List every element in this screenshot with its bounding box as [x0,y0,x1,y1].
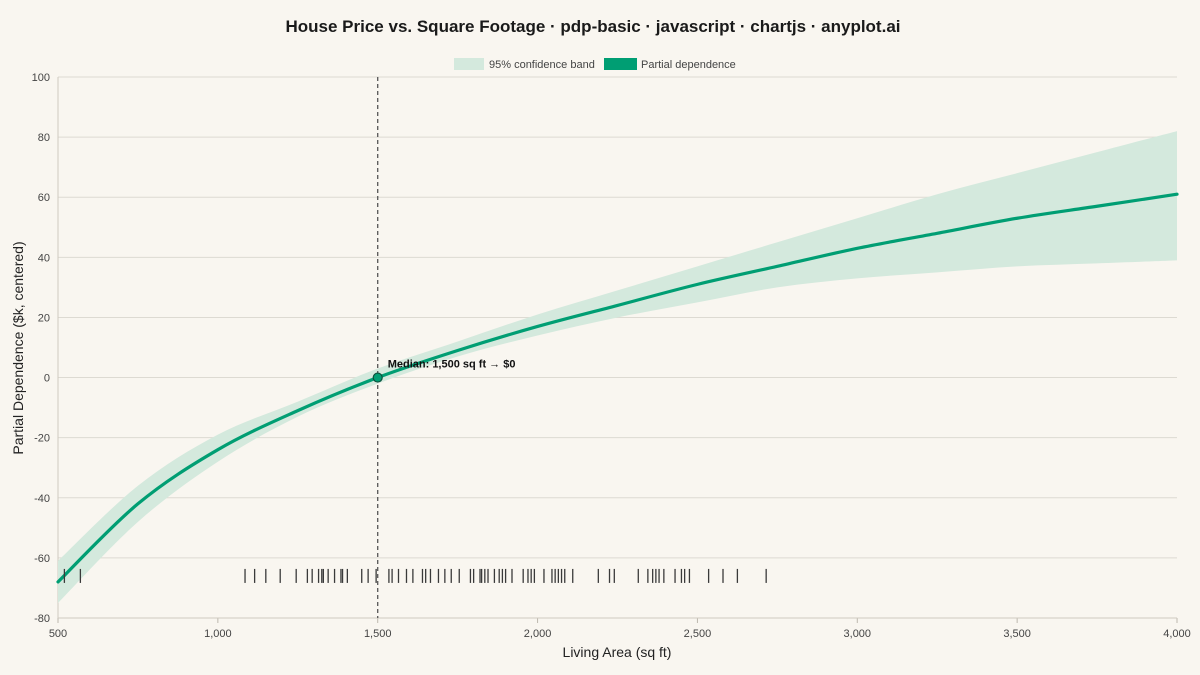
y-tick-label: 20 [38,312,50,324]
legend: 95% confidence band Partial dependence [454,58,736,71]
y-tick-label: 0 [44,373,50,385]
chart-title: House Price vs. Square Footage · pdp-bas… [286,17,901,36]
confidence-band [58,131,1177,603]
x-tick-labels: 500 1,000 1,500 2,000 2,500 3,000 3,500 4,000 [49,628,1191,640]
confidence-band-layer [58,131,1177,603]
median-annotation: Median: 1,500 sq ft → $0 [388,359,516,371]
median-marker-layer: Median: 1,500 sq ft → $0 [372,77,516,618]
grid-lines [58,76,1177,619]
x-axis-label: Living Area (sq ft) [563,644,672,660]
partial-dependence-line [56,192,1179,584]
pd-line-layer [56,192,1179,584]
y-tick-label: 100 [32,72,50,84]
legend-label-line: Partial dependence [641,59,736,71]
x-tick-label: 500 [49,628,67,640]
x-tick-label: 2,500 [684,628,712,640]
x-tick-label: 4,000 [1163,628,1191,640]
x-tick-label: 1,500 [364,628,392,640]
y-tick-label: -40 [34,493,50,505]
rug-layer [63,568,767,583]
y-tick-label: -80 [34,613,50,625]
legend-label-band: 95% confidence band [489,59,595,71]
y-tick-label: 80 [38,132,50,144]
x-tick-label: 3,000 [844,628,872,640]
x-tick-label: 3,500 [1003,628,1031,640]
y-tick-label: 60 [38,192,50,204]
y-tick-labels: -80 -60 -40 -20 0 20 40 60 80 100 [32,72,50,625]
y-tick-label: 40 [38,252,50,264]
x-tick-label: 1,000 [204,628,232,640]
median-point [372,372,383,383]
y-axis-label: Partial Dependence ($k, centered) [10,241,26,454]
x-tick-label: 2,000 [524,628,552,640]
axes [57,77,1178,623]
legend-swatch-band [454,58,484,70]
y-tick-label: -20 [34,433,50,445]
y-tick-label: -60 [34,553,50,565]
legend-swatch-line [604,58,637,70]
